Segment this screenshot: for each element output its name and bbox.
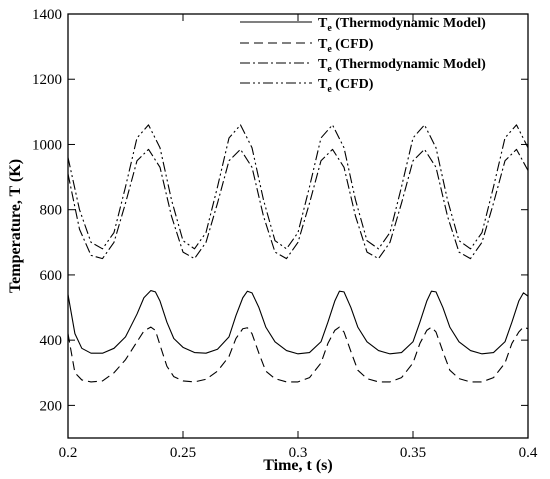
x-tick-label: 0.35 <box>400 445 426 461</box>
ticks-layer: 0.2 0.25 0.3 0.35 0.4 200 400 600 800 1000 1200 140… <box>32 7 538 461</box>
plot-frame <box>67 13 529 439</box>
x-tick-label: 0.2 <box>59 445 78 461</box>
x-axis-label: Time, t (s) <box>263 457 332 474</box>
x-tick-label: 0.4 <box>519 445 538 461</box>
y-tick-label: 800 <box>40 203 63 219</box>
legend-label-4: Te (CFD) <box>318 77 374 95</box>
y-tick-label: 1400 <box>32 7 62 23</box>
legend-label-3: Te (Thermodynamic Model) <box>318 57 486 75</box>
series-line-4 <box>67 124 529 250</box>
y-tick-label: 1000 <box>32 137 62 153</box>
y-axis-label: Temperature, T (K) <box>7 159 24 293</box>
y-tick-label: 600 <box>40 268 63 284</box>
legend-label-2: Te (CFD) <box>318 37 374 55</box>
series-line-3 <box>67 148 529 260</box>
series-line-1 <box>67 290 529 355</box>
y-tick-label: 200 <box>40 398 63 414</box>
x-tick-label: 0.3 <box>289 445 308 461</box>
y-tick-label: 400 <box>40 333 63 349</box>
y-tick-label: 1200 <box>32 72 62 88</box>
x-tick-label: 0.25 <box>170 445 196 461</box>
legend-label-1: Te (Thermodynamic Model) <box>318 16 486 34</box>
series-layer <box>67 124 529 383</box>
legend: Te (Thermodynamic Model) Te (CFD) Te (Ther… <box>240 16 486 95</box>
series-line-2 <box>67 326 529 383</box>
